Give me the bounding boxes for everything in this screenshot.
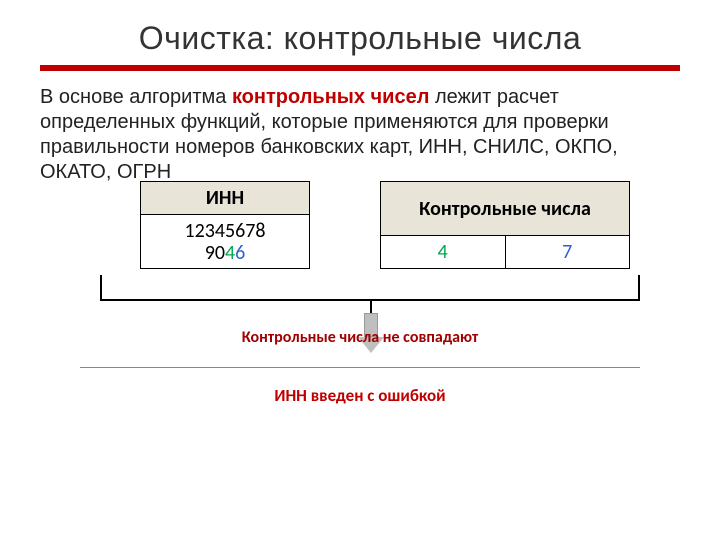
inn-value-cell: 123456789046 xyxy=(141,215,310,269)
description-paragraph: В основе алгоритма контрольных чисел леж… xyxy=(40,85,680,185)
control-left: 4 xyxy=(381,236,506,269)
error-message: ИНН введен с ошибкой xyxy=(40,385,680,406)
control-table: Контрольные числа 4 7 xyxy=(380,181,630,269)
grouping-bracket xyxy=(100,275,640,301)
control-header: Контрольные числа xyxy=(381,182,630,236)
inn-table: ИНН 123456789046 xyxy=(140,181,310,269)
title-underline xyxy=(40,65,680,71)
control-right: 7 xyxy=(505,236,630,269)
inn-digit-green: 4 xyxy=(225,241,235,265)
slide-title: Очистка: контрольные числа xyxy=(40,20,680,57)
inn-header: ИНН xyxy=(141,182,310,215)
divider-line xyxy=(80,367,640,368)
para-pre: В основе алгоритма xyxy=(40,86,232,108)
mismatch-message: Контрольные числа не совпадают xyxy=(40,328,680,347)
inn-digit-blue: 6 xyxy=(235,241,245,265)
diagram-area: ИНН 123456789046 Контрольные числа 4 7 К… xyxy=(40,175,680,415)
para-highlight: контрольных чисел xyxy=(232,86,429,108)
